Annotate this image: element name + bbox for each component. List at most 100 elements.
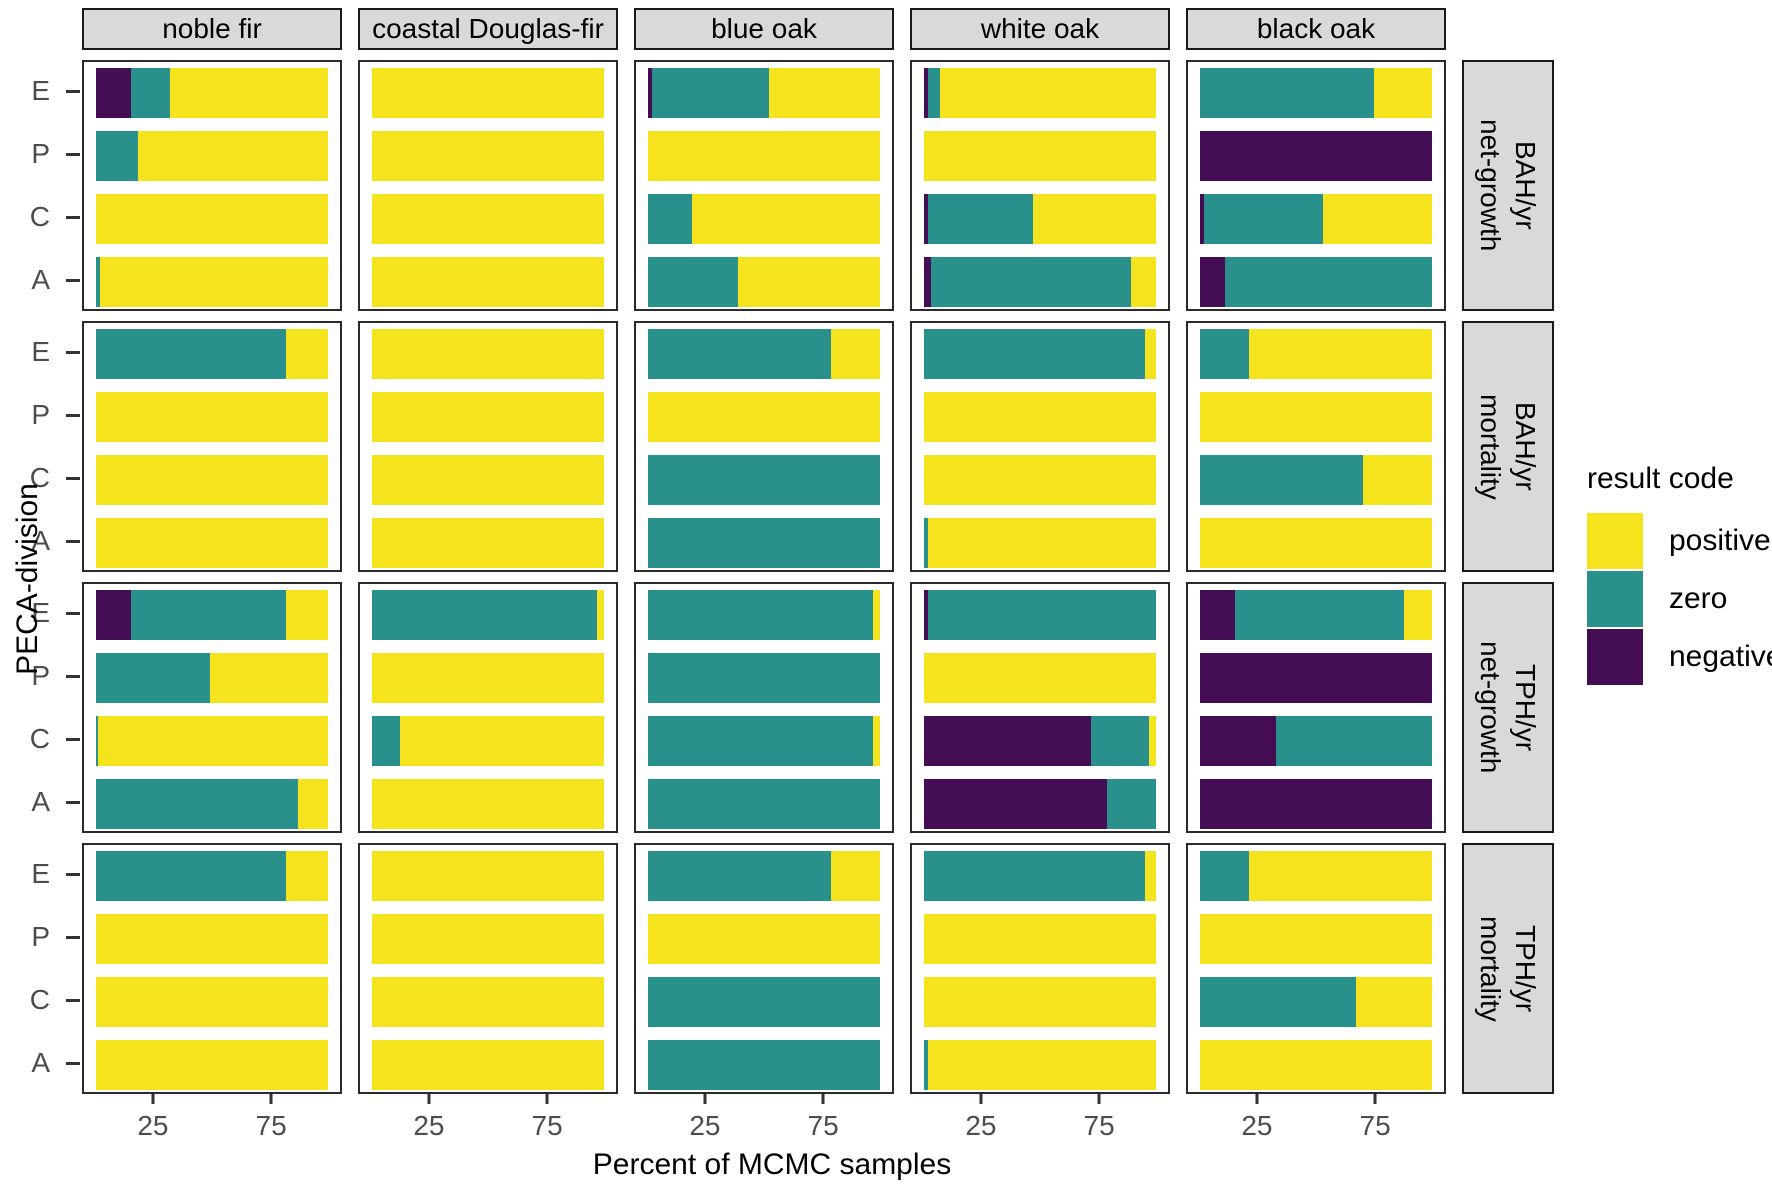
bar-segment-zero (95, 653, 210, 703)
bar-segment-positive (371, 1040, 605, 1090)
bar-segment-positive (1033, 194, 1157, 244)
x-axis-tick-label: 75 (255, 1110, 287, 1141)
stacked-bar-P (923, 914, 1157, 964)
bar-segment-positive (923, 392, 1157, 442)
bar-segment-negative (1199, 131, 1433, 181)
stacked-bar-A (371, 779, 605, 829)
stacked-bar-A (95, 1040, 329, 1090)
bar-segment-positive (647, 392, 881, 442)
bar-segment-positive (298, 779, 329, 829)
bar-segment-zero (647, 851, 832, 901)
y-axis-label-P: P (31, 660, 50, 691)
facet-row-strip-1: net-growth BAH/yr (1462, 60, 1554, 311)
bar-segment-zero (1091, 716, 1150, 766)
stacked-bar-E (647, 590, 881, 640)
bar-segment-positive (691, 194, 881, 244)
panel-noble-fir-row3 (82, 582, 342, 833)
x-axis-tick-label: 25 (689, 1110, 721, 1141)
y-axis-category-labels: E P C A (0, 60, 80, 311)
bar-segment-zero (1204, 194, 1323, 244)
x-axis-tick (427, 1094, 431, 1104)
panel-blue-oak-row3 (634, 582, 894, 833)
bar-segment-positive (647, 914, 881, 964)
bar-segment-positive (170, 68, 329, 118)
bar-segment-positive (831, 329, 881, 379)
stacked-bar-P (923, 131, 1157, 181)
stacked-bar-A (647, 779, 881, 829)
bar-segment-negative (1199, 716, 1277, 766)
stacked-bar-A (1199, 518, 1433, 568)
bar-segment-positive (100, 257, 329, 307)
legend-label: zero (1669, 582, 1728, 615)
y-axis-label-P: P (31, 138, 50, 169)
bar-segment-positive (371, 518, 605, 568)
bar-segment-zero (647, 590, 874, 640)
bar-segment-positive (597, 590, 605, 640)
bar-segment-positive (371, 329, 605, 379)
bar-segment-zero (923, 1040, 929, 1090)
y-axis-label-C: C (29, 462, 50, 493)
bar-segment-positive (1404, 590, 1433, 640)
facet-row-strip-4: mortality TPH/yr (1462, 843, 1554, 1094)
stacked-bar-E (923, 68, 1157, 118)
bar-segment-positive (768, 68, 881, 118)
bar-segment-positive (95, 914, 329, 964)
y-axis-label-E: E (31, 597, 50, 628)
legend-item-zero: zero (1587, 570, 1772, 628)
bar-segment-positive (1199, 914, 1433, 964)
y-axis-label-A: A (31, 525, 50, 556)
stacked-bar-C (1199, 977, 1433, 1027)
bar-segment-positive (928, 1040, 1157, 1090)
x-axis-ticks: 25 75 (82, 1094, 342, 1148)
bar-segment-positive (95, 977, 329, 1027)
bar-segment-negative (1199, 257, 1226, 307)
bar-segment-positive (1355, 977, 1433, 1027)
bar-segment-negative (95, 590, 131, 640)
bar-segment-positive (923, 131, 1157, 181)
facet-grid: noble fir coastal Douglas-fir blue oak whit… (0, 8, 1554, 1148)
bar-segment-zero (928, 68, 940, 118)
bar-segment-positive (923, 977, 1157, 1027)
x-axis-tick-label: 75 (1359, 1110, 1391, 1141)
stacked-bar-C (95, 977, 329, 1027)
stacked-bar-C (647, 977, 881, 1027)
bar-segment-positive (95, 518, 329, 568)
bar-segment-zero (647, 653, 881, 703)
stacked-bar-A (371, 257, 605, 307)
bar-segment-zero (1225, 257, 1433, 307)
stacked-bar-A (371, 518, 605, 568)
spacer (1462, 1104, 1554, 1148)
bar-segment-zero (130, 590, 287, 640)
bar-segment-positive (286, 329, 329, 379)
bar-segment-positive (1374, 68, 1433, 118)
y-axis-tick (66, 801, 80, 804)
bar-segment-zero (1276, 716, 1433, 766)
stacked-bar-C (923, 716, 1157, 766)
panel-noble-fir-row4 (82, 843, 342, 1094)
stacked-bar-E (371, 68, 605, 118)
panel-white-oak-row4 (910, 843, 1170, 1094)
x-axis-tick (545, 1094, 549, 1104)
bar-segment-zero (647, 1040, 881, 1090)
bar-segment-positive (1144, 851, 1157, 901)
bar-segment-positive (371, 914, 605, 964)
bar-segment-positive (95, 392, 329, 442)
y-axis-tick (66, 414, 80, 417)
stacked-bar-C (371, 455, 605, 505)
panel-coastal-Douglas-fir-row1 (358, 60, 618, 311)
bar-segment-positive (647, 131, 881, 181)
facet-row-strip-3: net-growth TPH/yr (1462, 582, 1554, 833)
bar-segment-positive (1248, 851, 1433, 901)
y-axis-tick (66, 540, 80, 543)
stacked-bar-A (1199, 257, 1433, 307)
bar-segment-negative (923, 68, 929, 118)
x-axis-tick-label: 75 (1083, 1110, 1115, 1141)
panel-black-oak-row1 (1186, 60, 1446, 311)
facet-column-strip-white-oak: white oak (910, 8, 1170, 50)
bar-segment-zero (647, 194, 692, 244)
stacked-bar-E (95, 68, 329, 118)
stacked-bar-A (95, 518, 329, 568)
x-axis-tick (821, 1094, 825, 1104)
y-axis-label-C: C (29, 984, 50, 1015)
bar-segment-positive (137, 131, 329, 181)
